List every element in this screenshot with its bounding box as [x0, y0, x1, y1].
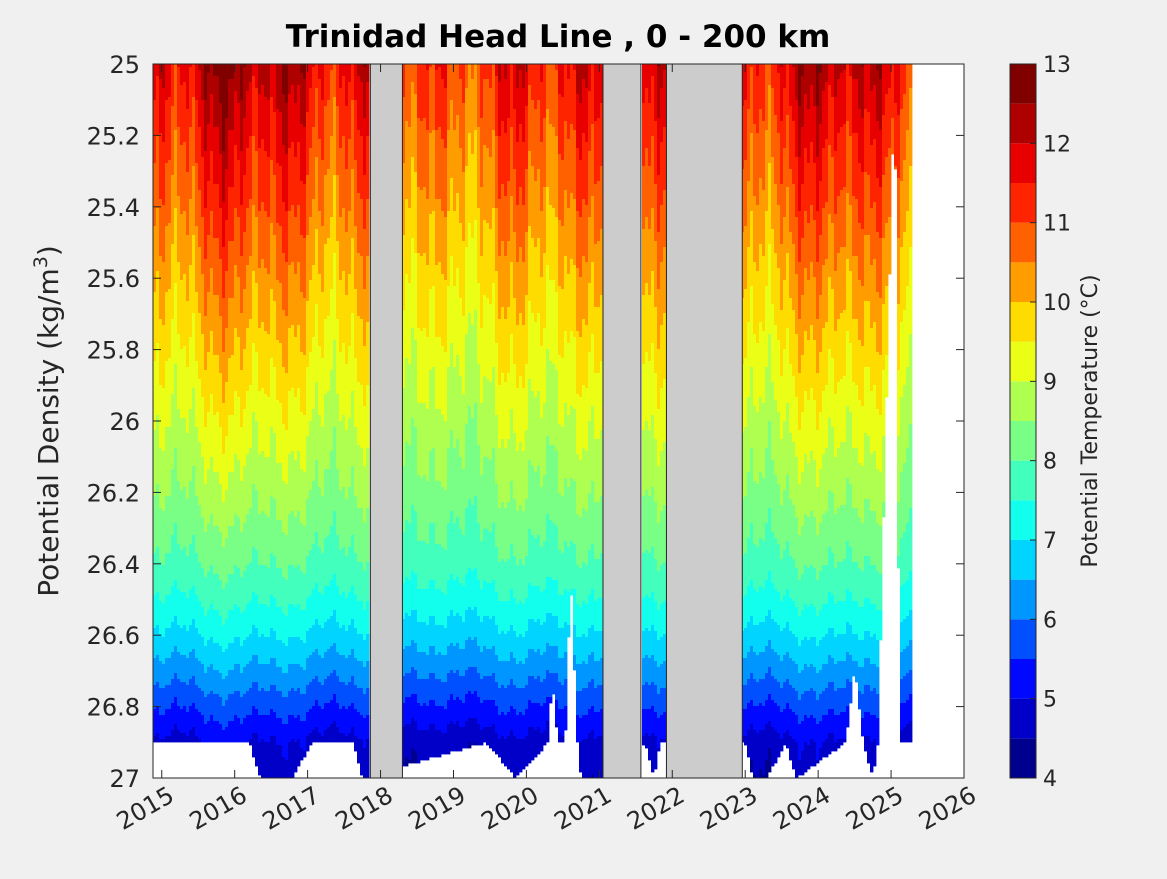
y-tick-label: 25.6 [87, 265, 140, 293]
colorbar-segment [1010, 659, 1036, 699]
colorbar-segment [1010, 64, 1036, 104]
y-tick-label: 25.2 [87, 122, 140, 150]
colorbar-segment [1010, 223, 1036, 263]
chart-title: Trinidad Head Line , 0 - 200 km [286, 19, 831, 55]
colorbar-segment [1010, 580, 1036, 620]
no-data-band [666, 64, 742, 778]
no-data-band [370, 64, 402, 778]
y-tick-label: 25.8 [87, 337, 140, 365]
colorbar-segment [1010, 104, 1036, 144]
colorbar-segment [1010, 461, 1036, 501]
colorbar-segment [1010, 302, 1036, 342]
y-tick-label: 26.4 [87, 551, 140, 579]
colorbar-segment [1010, 183, 1036, 223]
colorbar-segment [1010, 421, 1036, 461]
temperature-field [153, 64, 912, 778]
colorbar-tick-label: 11 [1043, 212, 1071, 237]
colorbar-segment [1010, 143, 1036, 183]
colorbar-tick-label: 8 [1043, 450, 1057, 475]
colorbar-tick-label: 4 [1043, 767, 1057, 792]
no-data-band [603, 64, 641, 778]
y-tick-label: 27 [109, 765, 140, 793]
colorbar-segment [1010, 381, 1036, 421]
colorbar-segment [1010, 699, 1036, 739]
y-tick-label: 26.2 [87, 479, 140, 507]
colorbar-label: Potential Temperature (°C) [1078, 274, 1103, 567]
colorbar-segment [1010, 500, 1036, 540]
colorbar-tick-label: 6 [1043, 608, 1057, 633]
colorbar-tick-label: 12 [1043, 132, 1071, 157]
colorbar-segment [1010, 262, 1036, 302]
colorbar-tick-label: 9 [1043, 370, 1057, 395]
colorbar-segment [1010, 619, 1036, 659]
y-axis-label: Potential Density (kg/m3) [30, 245, 65, 597]
colorbar-tick-label: 13 [1043, 53, 1071, 78]
y-tick-label: 26.8 [87, 694, 140, 722]
y-tick-label: 25.4 [87, 194, 140, 222]
colorbar-segment [1010, 738, 1036, 778]
colorbar-tick-label: 5 [1043, 688, 1057, 713]
colorbar-segment [1010, 342, 1036, 382]
colorbar-segment [1010, 540, 1036, 580]
y-tick-label: 25 [109, 51, 140, 79]
colorbar-tick-label: 7 [1043, 529, 1057, 554]
y-tick-label: 26 [109, 408, 140, 436]
colorbar-tick-label: 10 [1043, 291, 1071, 316]
y-tick-label: 26.6 [87, 622, 140, 650]
